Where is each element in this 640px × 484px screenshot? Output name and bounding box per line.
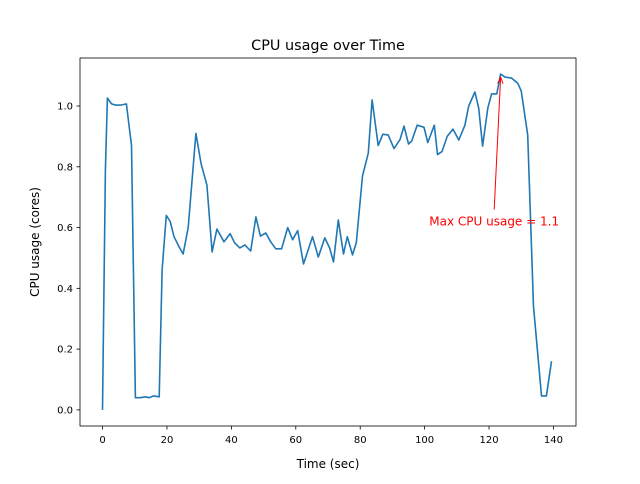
x-tick-label: 40 [225, 435, 238, 446]
y-tick-label: 0.2 [57, 345, 73, 356]
series-line-cpu-usage [103, 74, 552, 410]
y-tick-label: 0.4 [57, 284, 73, 295]
chart-title: CPU usage over Time [251, 38, 405, 54]
x-tick-label: 0 [99, 435, 105, 446]
x-tick-label: 80 [354, 435, 367, 446]
y-tick-label: 0.8 [57, 162, 73, 173]
x-tick-label: 140 [544, 435, 563, 446]
x-tick-label: 120 [479, 435, 498, 446]
annotation-label: Max CPU usage = 1.1 [429, 214, 559, 228]
x-axis-label: Time (sec) [296, 457, 360, 471]
axes-frame [80, 58, 576, 426]
x-tick-label: 100 [415, 435, 434, 446]
y-tick-label: 1.0 [57, 102, 73, 113]
x-tick-label: 60 [289, 435, 302, 446]
y-tick-label: 0.0 [57, 405, 73, 416]
annotation-arrow [494, 77, 500, 209]
x-tick-label: 20 [161, 435, 174, 446]
y-tick-label: 0.6 [57, 223, 73, 234]
y-axis-label: CPU usage (cores) [28, 187, 42, 297]
